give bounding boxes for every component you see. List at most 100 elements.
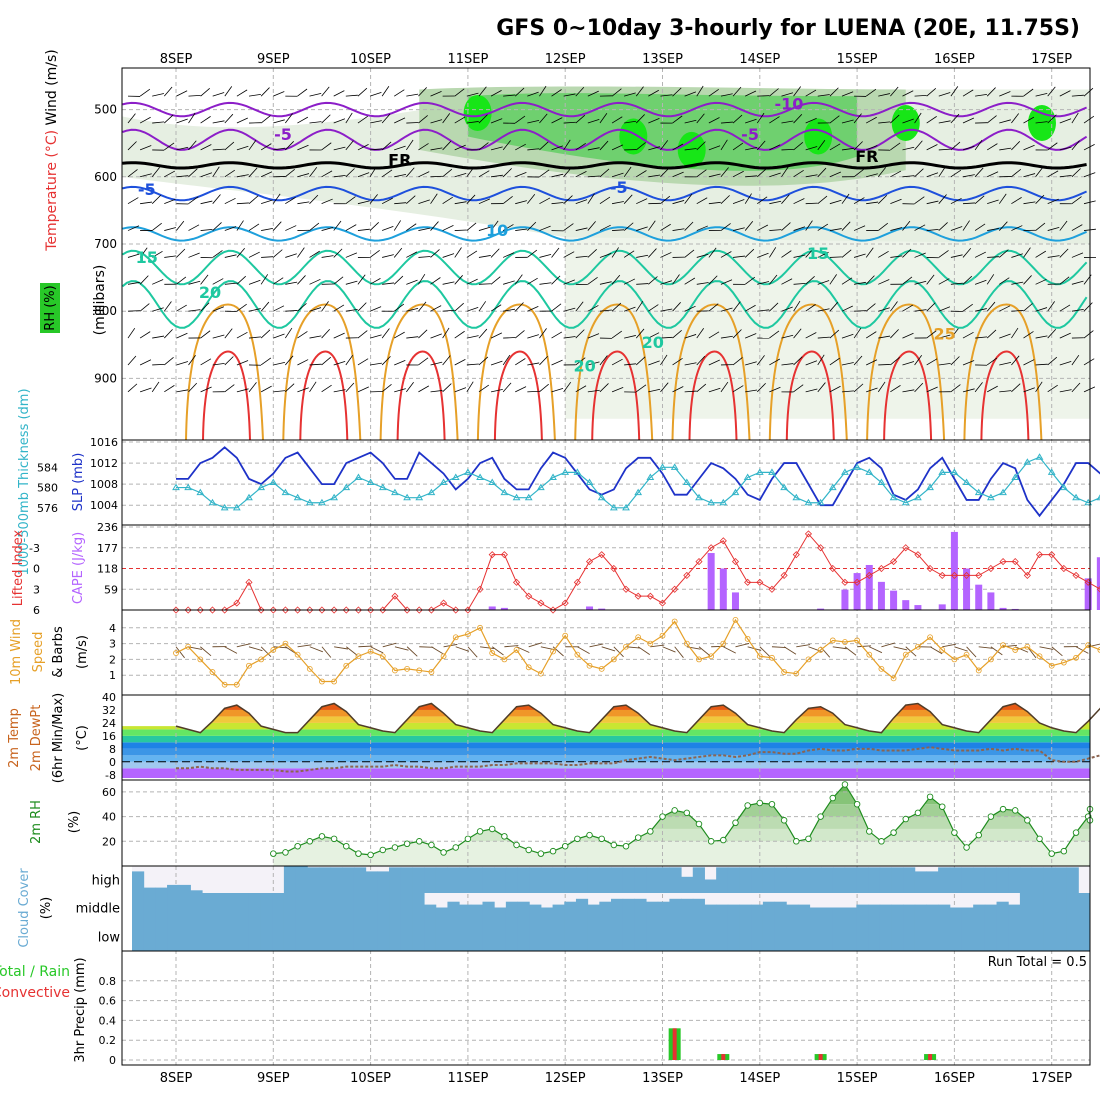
cloud-bar bbox=[751, 922, 763, 951]
cloud-bar bbox=[284, 866, 296, 893]
cloud-bar bbox=[518, 922, 530, 951]
isotherm-label: -10 bbox=[775, 95, 804, 114]
cloud-bar bbox=[366, 922, 378, 951]
cloud-bar bbox=[693, 899, 705, 922]
rh-point bbox=[1049, 851, 1055, 857]
rh-point bbox=[964, 845, 970, 851]
rh-point bbox=[453, 845, 459, 851]
cloud-bar bbox=[903, 922, 915, 951]
wind-unit-label: (m/s) bbox=[75, 635, 90, 669]
surface-wind-barb bbox=[967, 647, 977, 657]
cloud-title-label: Cloud Cover bbox=[17, 868, 32, 948]
wind-barb bbox=[479, 284, 491, 285]
cloud-row-label: high bbox=[92, 874, 120, 889]
cloud-bar bbox=[798, 905, 810, 922]
cape-bar bbox=[854, 573, 861, 610]
temp-band bbox=[122, 716, 1090, 722]
cloud-bar bbox=[319, 922, 331, 951]
cloud-bar bbox=[342, 893, 354, 922]
cape-bar bbox=[987, 592, 994, 610]
cloud-bar bbox=[202, 922, 214, 951]
cloud-bar bbox=[331, 922, 343, 951]
upper-axis-legend: Temperature (°C) Wind (m/s) bbox=[44, 49, 60, 252]
slp-tick-label: 1008 bbox=[90, 478, 118, 491]
cloud-bar bbox=[1055, 922, 1067, 951]
rh-point bbox=[745, 803, 751, 809]
rh-point bbox=[854, 801, 860, 807]
rh-point bbox=[915, 810, 921, 816]
cloud-bar bbox=[880, 922, 892, 951]
cloud-bar bbox=[775, 902, 787, 922]
cloud-bar bbox=[961, 922, 973, 951]
cloud-bar bbox=[424, 867, 436, 893]
rh-core bbox=[619, 118, 647, 154]
cloud-bar bbox=[856, 867, 868, 893]
cloud-bar bbox=[179, 922, 191, 951]
cloud-bar bbox=[459, 905, 471, 922]
chart-title: GFS 0~10day 3-hourly for LUENA (20E, 11.… bbox=[496, 16, 1080, 41]
wind-tick-label: 1 bbox=[109, 669, 116, 682]
precip-tick-label: 0.8 bbox=[99, 975, 117, 988]
surface-wind-barb bbox=[310, 647, 323, 652]
cloud-bar bbox=[529, 905, 541, 922]
rh-point bbox=[307, 838, 313, 844]
surface-wind-barb bbox=[358, 646, 372, 647]
surface-wind-barb bbox=[954, 647, 967, 651]
cloud-bar bbox=[658, 902, 670, 922]
cloud-bar bbox=[1043, 867, 1055, 893]
panel-frame-precip bbox=[122, 951, 1090, 1065]
cloud-bar bbox=[646, 922, 658, 951]
temp-unit-label: (°C) bbox=[75, 725, 90, 751]
cloud-bar bbox=[494, 867, 506, 893]
thickness-tick-label: 580 bbox=[37, 482, 58, 495]
isotherm-label: 15 bbox=[136, 248, 158, 267]
rh-tick-label: 40 bbox=[102, 811, 116, 824]
isotherm-label: -5 bbox=[274, 125, 292, 144]
cloud-bar bbox=[436, 922, 448, 951]
cloud-bar bbox=[821, 922, 833, 951]
minmax-label: (6hr Min/Max) bbox=[51, 693, 66, 783]
cloud-bar bbox=[786, 905, 798, 922]
rh-band bbox=[122, 841, 1090, 866]
cloud-bar bbox=[389, 922, 401, 951]
cloud-bar bbox=[155, 888, 167, 893]
cape-bar bbox=[914, 605, 921, 610]
cloud-bar bbox=[459, 867, 471, 893]
cloud-bar bbox=[529, 922, 541, 951]
cloud-bar bbox=[961, 908, 973, 923]
surface-wind-barb bbox=[334, 647, 348, 649]
cloud-bar bbox=[342, 922, 354, 951]
cape-bar bbox=[902, 600, 909, 610]
temp-bands bbox=[122, 697, 1090, 778]
cape-tick-label: 59 bbox=[104, 583, 118, 596]
cloud-bar bbox=[681, 899, 693, 922]
run-total-label: Run Total = 0.5 bbox=[988, 955, 1087, 970]
cloud-bar bbox=[658, 867, 670, 893]
cloud-bar bbox=[856, 922, 868, 951]
cloud-bar bbox=[611, 867, 623, 893]
cloud-bar bbox=[272, 922, 284, 951]
cloud-bar bbox=[810, 922, 822, 951]
surface-wind-barb bbox=[772, 647, 786, 648]
cloud-bar bbox=[1055, 867, 1067, 893]
cloud-bar bbox=[506, 922, 518, 951]
cloud-row-label: middle bbox=[76, 902, 120, 917]
temp-band bbox=[122, 703, 1090, 709]
cloud-bar bbox=[1043, 893, 1055, 922]
cloud-bar bbox=[190, 893, 202, 922]
rh-point bbox=[429, 842, 435, 848]
cloud-bar bbox=[997, 902, 1009, 922]
surface-wind-barb bbox=[723, 647, 735, 653]
rh-point bbox=[623, 843, 629, 849]
wind-barbs-label: & Barbs bbox=[51, 626, 66, 678]
pressure-axis-label: (millibars) bbox=[92, 265, 108, 336]
cloud-bar bbox=[810, 867, 822, 893]
cloud-bar bbox=[167, 922, 179, 951]
temp-title-label: 2m Temp bbox=[7, 708, 22, 768]
cloud-bar bbox=[891, 905, 903, 922]
rh-point bbox=[866, 829, 872, 835]
cloud-bar bbox=[436, 908, 448, 923]
cloud-bar bbox=[307, 893, 319, 922]
temp-tick-label: 0 bbox=[109, 756, 116, 769]
cape-bar bbox=[939, 604, 946, 610]
